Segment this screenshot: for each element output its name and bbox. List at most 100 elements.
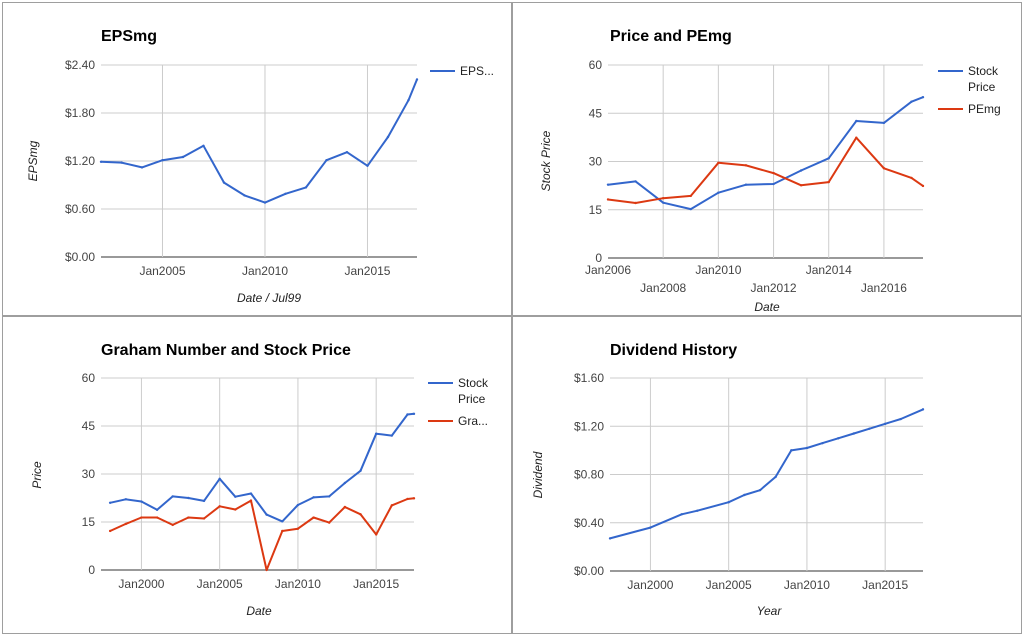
x-tick-label: Jan2010 xyxy=(784,578,830,592)
y-tick-label: $1.20 xyxy=(65,154,95,168)
x-axis-label: Date / Jul99 xyxy=(237,291,301,305)
data-point xyxy=(717,191,720,194)
data-point xyxy=(234,495,237,498)
chart-title: EPSmg xyxy=(101,28,157,45)
x-tick-label: Jan2016 xyxy=(861,281,907,295)
x-tick-label: Jan2014 xyxy=(806,263,852,277)
data-point xyxy=(606,183,610,186)
gridlines xyxy=(610,377,923,572)
y-tick-labels: 0 15 30 45 60 xyxy=(82,371,96,577)
series-line-1 xyxy=(607,136,924,204)
data-point xyxy=(265,568,268,572)
y-axis-label: Stock Price xyxy=(539,130,553,191)
data-point xyxy=(758,488,762,492)
x-tick-label: Jan2012 xyxy=(751,281,797,295)
data-point xyxy=(202,144,205,147)
x-tick-label: Jan2015 xyxy=(344,264,390,278)
y-tick-label: 60 xyxy=(82,371,96,385)
series-lines xyxy=(606,95,925,211)
chart-panel-graham: Graham Number and Stock Price 0 15 30 45 60 … xyxy=(2,316,512,634)
data-point xyxy=(218,505,221,508)
data-point xyxy=(296,527,300,530)
data-point xyxy=(406,413,409,416)
x-tick-label: Jan2015 xyxy=(862,578,908,592)
x-tick-label: Jan2006 xyxy=(585,263,631,277)
data-point xyxy=(649,526,652,529)
y-tick-label: 30 xyxy=(589,155,603,169)
series-line-0 xyxy=(609,408,924,540)
data-point xyxy=(921,408,925,411)
y-tick-labels: $0.00 $0.40 $0.80 $1.20 $1.60 xyxy=(574,371,604,578)
data-point xyxy=(161,159,164,162)
chart-title: Graham Number and Stock Price xyxy=(101,342,351,359)
x-tick-label: Jan2010 xyxy=(242,264,288,278)
y-tick-label: $0.00 xyxy=(65,250,95,264)
data-point xyxy=(689,194,692,198)
data-point xyxy=(415,78,419,81)
data-point xyxy=(910,100,913,103)
data-point xyxy=(222,181,226,184)
data-point xyxy=(140,516,143,519)
y-tick-label: $2.40 xyxy=(65,58,95,72)
series-line-0 xyxy=(100,79,418,204)
chart-panel-dividend: Dividend History $0.00 $0.40 $0.80 $1.20 $1.… xyxy=(512,316,1022,634)
data-point xyxy=(296,503,300,507)
y-axis-label: Price xyxy=(30,461,44,489)
y-tick-label: $0.40 xyxy=(574,516,604,530)
data-point xyxy=(921,95,925,99)
x-axis-label: Year xyxy=(757,604,783,618)
data-point xyxy=(243,194,246,197)
data-point xyxy=(744,183,748,186)
data-point xyxy=(921,184,925,188)
data-point xyxy=(187,516,190,519)
data-point xyxy=(124,498,127,501)
data-point xyxy=(202,517,206,520)
data-point xyxy=(374,533,378,536)
data-point xyxy=(868,427,871,430)
legend: EPS... xyxy=(430,64,494,78)
y-tick-label: 45 xyxy=(589,106,603,120)
data-point xyxy=(284,192,287,195)
data-point xyxy=(390,434,394,437)
series-line-0 xyxy=(607,96,924,211)
data-point xyxy=(661,201,665,204)
x-tick-label: Jan2005 xyxy=(139,264,185,278)
data-point xyxy=(606,198,610,201)
y-tick-label: $0.00 xyxy=(574,564,604,578)
data-point xyxy=(155,508,159,512)
data-point xyxy=(140,500,143,503)
data-point xyxy=(717,161,720,164)
series-lines xyxy=(608,408,925,540)
data-point xyxy=(386,135,390,139)
data-point xyxy=(312,516,315,519)
data-point xyxy=(790,449,793,452)
data-point xyxy=(772,182,775,186)
gridlines xyxy=(101,64,417,258)
x-tick-labels: Jan2000 Jan2005 Jan2010 Jan2015 xyxy=(118,577,399,591)
y-tick-label: $0.80 xyxy=(574,468,604,482)
data-point xyxy=(325,159,328,162)
legend: Stock Price PEmg xyxy=(938,64,1001,116)
data-point xyxy=(743,493,746,497)
data-point xyxy=(202,499,206,503)
data-point xyxy=(821,441,824,445)
chart-panel-price-pemg: Price and PEmg 0 15 30 45 60 Jan2006 Jan2010 J… xyxy=(512,2,1022,316)
y-tick-label: $1.20 xyxy=(574,419,604,433)
data-point xyxy=(345,151,349,154)
data-point xyxy=(827,157,830,160)
data-point xyxy=(883,422,887,426)
data-point xyxy=(140,166,144,169)
legend-label-word: Stock xyxy=(968,64,999,78)
x-tick-label: Jan2005 xyxy=(706,578,752,592)
x-tick-label: Jan2010 xyxy=(275,577,321,591)
data-point xyxy=(108,529,112,533)
data-point xyxy=(407,99,410,102)
data-point xyxy=(689,207,692,211)
y-axis-label: EPSmg xyxy=(26,140,40,181)
x-tick-label: Jan2000 xyxy=(118,577,164,591)
data-point xyxy=(328,495,331,498)
x-tick-label: Jan2008 xyxy=(640,281,686,295)
y-tick-label: $1.80 xyxy=(65,106,95,120)
data-point xyxy=(772,171,775,175)
data-point xyxy=(855,136,858,139)
